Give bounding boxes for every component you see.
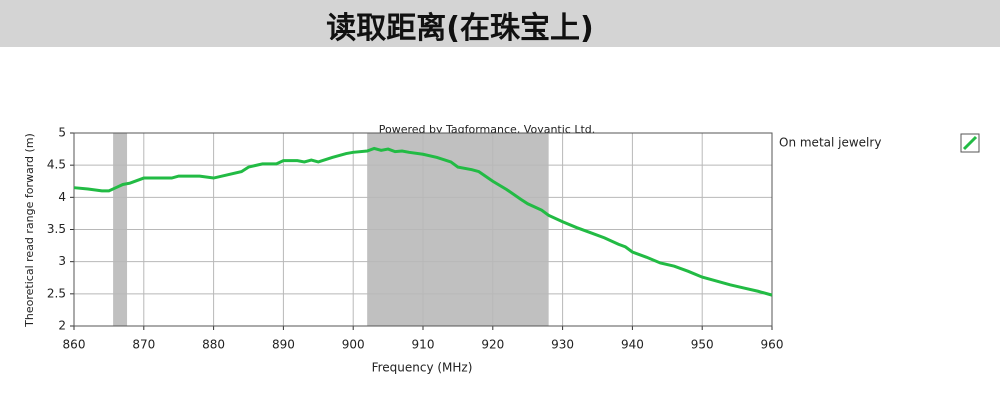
x-tick-label: 860 xyxy=(63,338,86,352)
x-tick-label: 910 xyxy=(412,338,435,352)
x-tick-label: 950 xyxy=(691,338,714,352)
y-tick-label: 2.5 xyxy=(47,286,66,300)
x-tick-label: 900 xyxy=(342,338,365,352)
y-tick-label: 4.5 xyxy=(47,158,66,172)
x-tick-label: 940 xyxy=(621,338,644,352)
header-bar: 读取距离(在珠宝上) xyxy=(0,0,1000,47)
x-tick-label: 870 xyxy=(132,338,155,352)
legend-label: On metal jewelry xyxy=(779,136,881,150)
y-tick-label: 3 xyxy=(58,254,66,268)
y-tick-label: 3.5 xyxy=(47,222,66,236)
data-line xyxy=(73,146,773,297)
y-tick-label: 5 xyxy=(58,126,66,140)
x-tick-label: 880 xyxy=(202,338,225,352)
x-tick-label: 960 xyxy=(761,338,784,352)
x-tick-label: 930 xyxy=(551,338,574,352)
x-tick-label: 890 xyxy=(272,338,295,352)
y-axis-label: Theoretical read range forward (m) xyxy=(23,133,36,328)
x-tick-label: 920 xyxy=(481,338,504,352)
legend-swatch xyxy=(962,135,978,151)
x-axis-label: Frequency (MHz) xyxy=(372,361,473,375)
y-tick-label: 2 xyxy=(58,319,66,333)
plot-frame xyxy=(73,132,773,327)
y-tick-label: 4 xyxy=(58,190,66,204)
page-title: 读取距离(在珠宝上) xyxy=(326,11,594,46)
